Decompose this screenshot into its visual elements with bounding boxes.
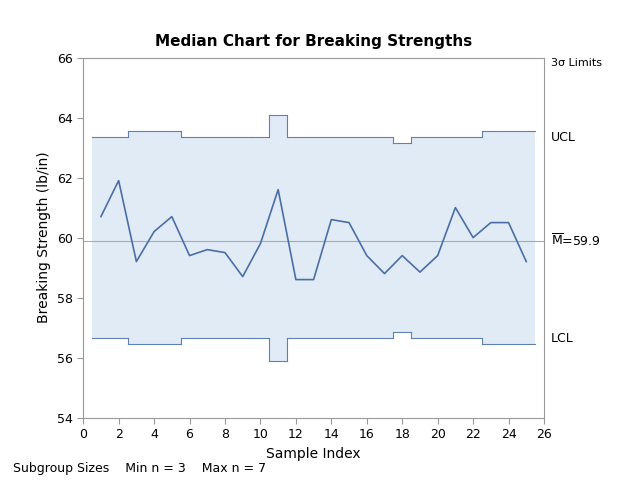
- Y-axis label: Breaking Strength (lb/in): Breaking Strength (lb/in): [37, 152, 51, 324]
- X-axis label: Sample Index: Sample Index: [266, 446, 361, 461]
- Text: UCL: UCL: [551, 131, 576, 144]
- Text: 3σ Limits: 3σ Limits: [551, 58, 602, 68]
- Text: Subgroup Sizes    Min n = 3    Max n = 7: Subgroup Sizes Min n = 3 Max n = 7: [13, 462, 266, 475]
- Text: $\overline{\rm M}$=59.9: $\overline{\rm M}$=59.9: [551, 232, 600, 249]
- Title: Median Chart for Breaking Strengths: Median Chart for Breaking Strengths: [155, 35, 472, 49]
- Text: LCL: LCL: [551, 332, 573, 345]
